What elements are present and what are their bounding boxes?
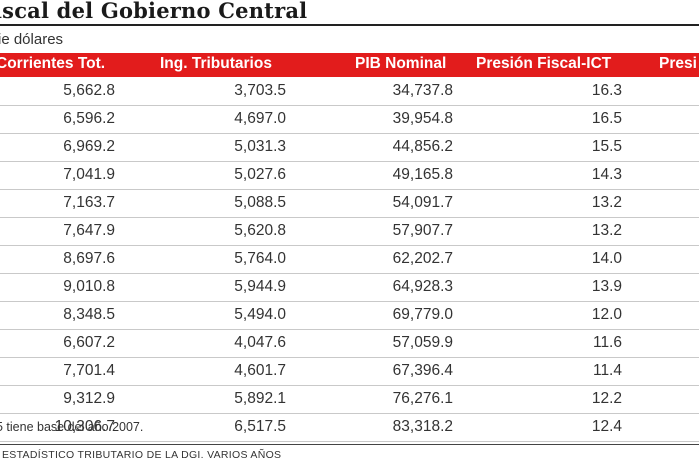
table-cell: 39,954.8: [392, 110, 453, 127]
table-subtitle: ie dólares: [0, 31, 64, 48]
column-header: Corrientes Tot.: [0, 55, 106, 72]
table-cell: 6,969.2: [63, 138, 115, 155]
table-cell: 11.4: [592, 362, 622, 379]
table-cell: 9,010.8: [63, 278, 115, 295]
table-cell: 57,907.7: [392, 222, 453, 239]
table-cell: 12.2: [591, 390, 622, 407]
table-cell: 76,276.1: [392, 390, 453, 407]
table-cell: 9,312.9: [63, 390, 115, 407]
table-cell: 4,697.0: [234, 110, 286, 127]
table-row: 6,969.2 5,031.3 44,856.2 15.5: [0, 133, 699, 162]
column-header: Presión Fiscal-ICT: [476, 55, 612, 72]
table-cell: 12.0: [591, 306, 622, 323]
title-rule: [0, 24, 699, 26]
table-cell: 16.5: [591, 110, 622, 127]
column-header: Ing. Tributarios: [160, 55, 272, 72]
table-cell: 13.2: [591, 194, 622, 211]
table-cell: 5,944.9: [234, 278, 286, 295]
table-cell: 83,318.2: [392, 418, 453, 435]
table-cell: 5,764.0: [234, 250, 286, 267]
table-cell: 4,601.7: [234, 362, 286, 379]
table-cell: 8,697.6: [63, 250, 115, 267]
table-cell: 62,202.7: [392, 250, 453, 267]
table-cell: 69,779.0: [392, 306, 453, 323]
source-credit: ESTADÍSTICO TRIBUTARIO DE LA DGI. VARIOS…: [2, 449, 282, 461]
footnote: 5 tiene base del año 2007.: [0, 420, 144, 434]
table-cell: 6,607.2: [63, 334, 115, 351]
table-cell: 11.6: [592, 334, 622, 351]
table-cell: 5,494.0: [234, 306, 286, 323]
table-cell: 13.2: [591, 222, 622, 239]
table-cell: 13.9: [591, 278, 622, 295]
table-row: 5,662.8 3,703.5 34,737.8 16.3: [0, 77, 699, 106]
table-row: 7,041.9 5,027.6 49,165.8 14.3: [0, 161, 699, 190]
table-cell: 7,041.9: [63, 166, 115, 183]
column-header: PIB Nominal: [355, 55, 447, 72]
table-cell: 15.5: [591, 138, 622, 155]
table-row: 6,596.2 4,697.0 39,954.8 16.5: [0, 105, 699, 134]
table-cell: 6,517.5: [234, 418, 286, 435]
table-cell: 14.0: [591, 250, 622, 267]
table-cell: 7,647.9: [63, 222, 115, 239]
table-cell: 34,737.8: [392, 82, 453, 99]
table-cell: 5,031.3: [234, 138, 286, 155]
table-cell: 12.4: [591, 418, 622, 435]
table-cell: 5,027.6: [234, 166, 286, 183]
table-cell: 57,059.9: [392, 334, 453, 351]
table-row: 10,306.7 6,517.5 83,318.2 12.4: [0, 413, 699, 442]
table-title: iscal del Gobierno Central: [0, 0, 308, 23]
table-cell: 44,856.2: [392, 138, 453, 155]
table-cell: 5,892.1: [234, 390, 286, 407]
table-cell: 6,596.2: [63, 110, 115, 127]
table-header: Corrientes Tot. Ing. Tributarios PIB Nom…: [0, 53, 699, 77]
table-cell: 5,620.8: [234, 222, 286, 239]
table-cell: 10,306.7: [54, 418, 115, 435]
table-row: 9,312.9 5,892.1 76,276.1 12.2: [0, 385, 699, 414]
table-cell: 3,703.5: [234, 82, 286, 99]
source-rule: [0, 444, 699, 445]
table-row: 8,697.6 5,764.0 62,202.7 14.0: [0, 245, 699, 274]
table-row: 7,701.4 4,601.7 67,396.4 11.4: [0, 357, 699, 386]
table-cell: 5,088.5: [234, 194, 286, 211]
table-cell: 7,701.4: [63, 362, 115, 379]
table-row: 8,348.5 5,494.0 69,779.0 12.0: [0, 301, 699, 330]
table-cell: 14.3: [591, 166, 622, 183]
column-header: Presi: [659, 55, 697, 72]
table-row: 6,607.2 4,047.6 57,059.9 11.6: [0, 329, 699, 358]
table-cell: 8,348.5: [63, 306, 115, 323]
table-cell: 7,163.7: [63, 194, 115, 211]
table-cell: 16.3: [591, 82, 622, 99]
table-cell: 67,396.4: [392, 362, 453, 379]
table-cell: 64,928.3: [392, 278, 453, 295]
table-row: 7,163.7 5,088.5 54,091.7 13.2: [0, 189, 699, 218]
table-row: 7,647.9 5,620.8 57,907.7 13.2: [0, 217, 699, 246]
table-cell: 4,047.6: [234, 334, 286, 351]
table-cell: 5,662.8: [63, 82, 115, 99]
table-row: 9,010.8 5,944.9 64,928.3 13.9: [0, 273, 699, 302]
table-cell: 54,091.7: [392, 194, 453, 211]
table-cell: 49,165.8: [392, 166, 453, 183]
